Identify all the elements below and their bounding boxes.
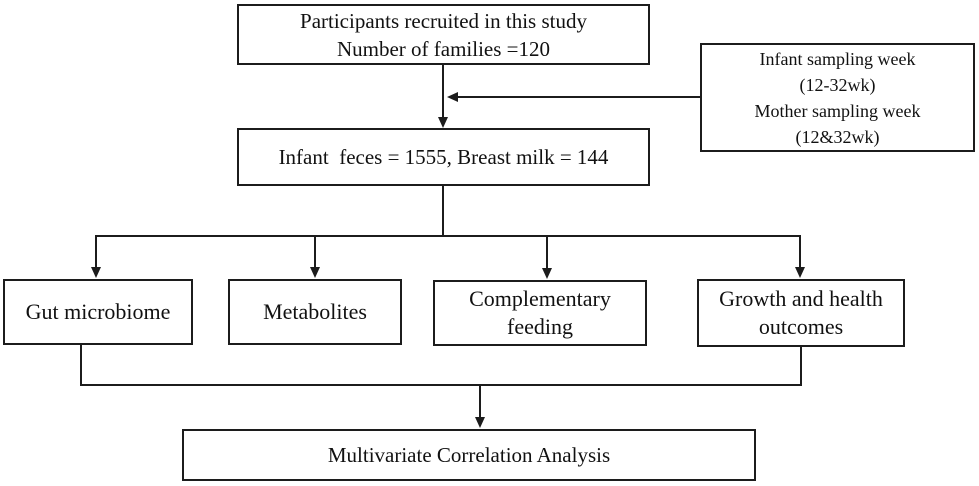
growth-health-line-1: Growth and health bbox=[719, 286, 883, 311]
arrowhead-down-into-samples bbox=[438, 117, 448, 128]
arrowhead-down-into-metabolites bbox=[310, 267, 320, 278]
arrowhead-left-into-stem bbox=[447, 92, 458, 102]
complementary-feeding-line-2: feeding bbox=[507, 314, 573, 339]
sampling-line-4: (12&32wk) bbox=[795, 126, 880, 147]
box-metabolites: Metabolites bbox=[228, 279, 402, 345]
sampling-line-1: Infant sampling week bbox=[759, 48, 916, 69]
merge-collector-line bbox=[80, 345, 802, 386]
box-sample-counts: Infant feces = 1555, Breast milk = 144 bbox=[237, 128, 650, 186]
metabolites-label: Metabolites bbox=[263, 299, 367, 324]
box-participants: Participants recruited in this study Num… bbox=[237, 4, 650, 65]
box-growth-health-outcomes: Growth and health outcomes bbox=[697, 279, 905, 347]
arrowhead-down-into-growth bbox=[795, 267, 805, 278]
complementary-feeding-line-1: Complementary bbox=[469, 286, 611, 311]
growth-health-line-2: outcomes bbox=[758, 314, 844, 339]
box-multivariate-analysis: Multivariate Correlation Analysis bbox=[182, 429, 756, 481]
arrowhead-down-into-analysis bbox=[475, 417, 485, 428]
box-complementary-feeding: Complementary feeding bbox=[433, 280, 647, 346]
analysis-label: Multivariate Correlation Analysis bbox=[327, 442, 611, 467]
sampling-line-2: (12-32wk) bbox=[799, 74, 876, 95]
box-gut-microbiome: Gut microbiome bbox=[3, 279, 193, 345]
box-sampling-week: Infant sampling week (12-32wk) Mother sa… bbox=[700, 43, 975, 152]
arrowhead-down-into-gut bbox=[91, 267, 101, 278]
sampling-line-3: Mother sampling week bbox=[754, 100, 921, 121]
arrowhead-down-into-feeding bbox=[542, 268, 552, 279]
samples-line-1: Infant feces = 1555, Breast milk = 144 bbox=[278, 144, 609, 169]
participants-line-2: Number of families =120 bbox=[336, 36, 551, 61]
participants-line-1: Participants recruited in this study bbox=[300, 8, 587, 33]
gut-microbiome-label: Gut microbiome bbox=[25, 299, 171, 324]
